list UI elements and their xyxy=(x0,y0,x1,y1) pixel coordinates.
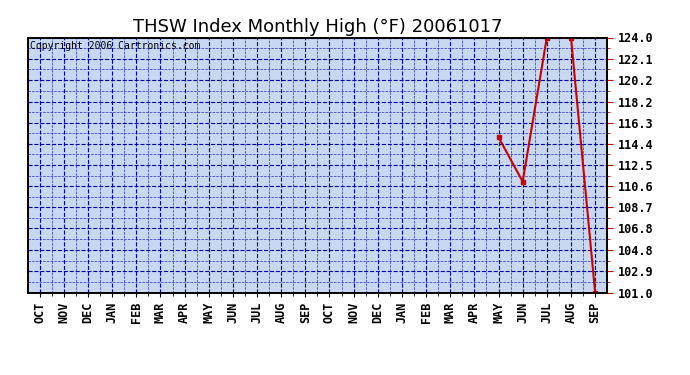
Text: Copyright 2006 Cartronics.com: Copyright 2006 Cartronics.com xyxy=(30,41,201,51)
Title: THSW Index Monthly High (°F) 20061017: THSW Index Monthly High (°F) 20061017 xyxy=(132,18,502,36)
